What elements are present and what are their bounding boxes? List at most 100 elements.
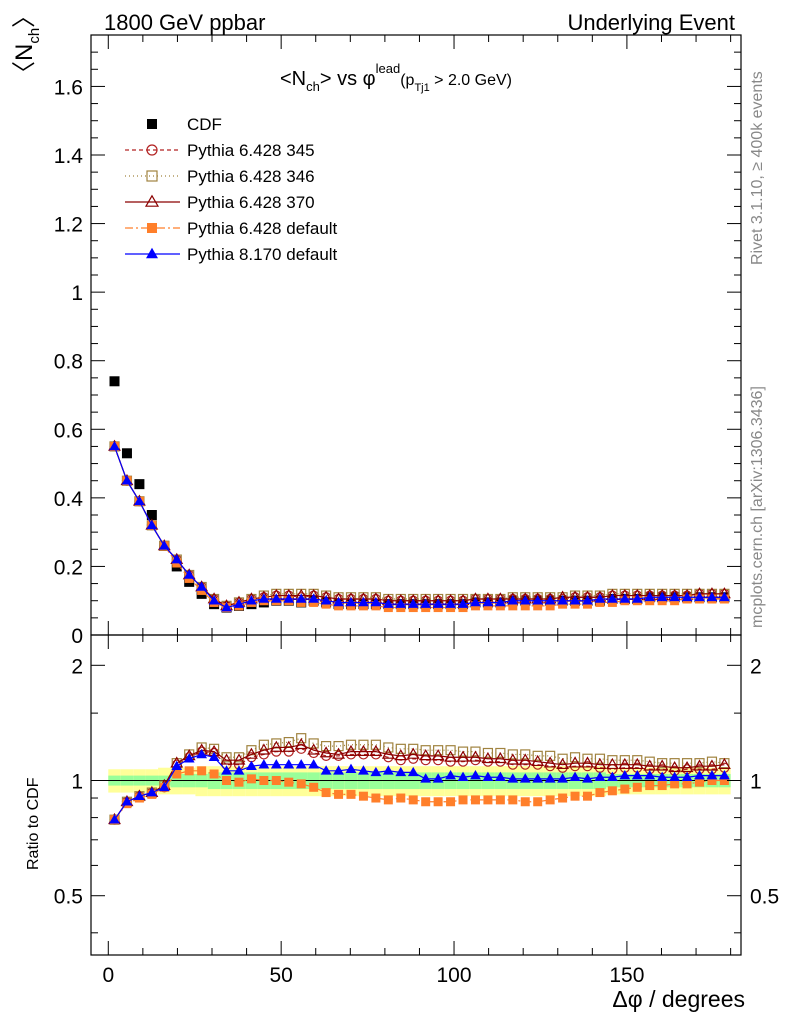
- ratio-point: [394, 749, 408, 761]
- data-point: [420, 598, 432, 608]
- title-paren-open: (p: [400, 72, 414, 89]
- data-point: [557, 595, 568, 605]
- ratio-point: [269, 740, 283, 752]
- data-point: [382, 598, 394, 608]
- ratio-point: [607, 786, 617, 796]
- data-point: [532, 595, 544, 605]
- ratio-tick-label-right: 2: [750, 655, 762, 678]
- data-point: [171, 553, 183, 564]
- ratio-point: [545, 795, 555, 805]
- ratio-point: [631, 770, 643, 780]
- ratio-point: [445, 770, 456, 780]
- ratio-point: [544, 773, 556, 783]
- ratio-point: [457, 746, 469, 757]
- svg-text:〈Nch〉: 〈Nch〉: [11, 4, 43, 85]
- ratio-point: [221, 765, 232, 775]
- legend-label: Pythia 6.428 346: [187, 167, 315, 186]
- ylabel-main-text: 〈N: [11, 44, 38, 85]
- ratio-tick-label-right: 1: [750, 771, 762, 794]
- title-mid-sup: lead: [376, 61, 401, 76]
- title-paren-rest: > 2.0 GeV): [430, 72, 512, 89]
- data-point: [146, 519, 158, 530]
- legend-entry: Pythia 6.428 default: [125, 219, 338, 238]
- ratio-point: [558, 793, 568, 803]
- ratio-point: [446, 797, 456, 807]
- y-tick-label: 1.6: [54, 76, 83, 99]
- data-point: [631, 593, 643, 603]
- ratio-point: [233, 752, 245, 763]
- title-mid: > vs φ: [320, 68, 376, 90]
- ratio-point: [283, 759, 295, 769]
- data-point: [619, 593, 631, 603]
- data-point: [545, 601, 555, 611]
- y-tick-label: 0.6: [54, 419, 83, 442]
- legend-label: Pythia 8.170 default: [187, 245, 338, 264]
- ratio-point: [643, 759, 657, 771]
- ratio-point: [246, 760, 257, 770]
- ratio-point: [532, 750, 543, 761]
- data-point: [258, 593, 270, 603]
- ratio-point: [234, 777, 244, 787]
- data-point: [121, 448, 132, 459]
- ratio-point: [258, 739, 269, 750]
- data-point: [445, 598, 456, 608]
- ratio-point: [533, 797, 543, 807]
- ratio-point: [569, 771, 581, 781]
- data-point: [121, 475, 133, 485]
- data-point: [582, 595, 593, 605]
- ratio-point: [568, 756, 582, 768]
- ratio-point: [456, 750, 470, 762]
- ylabel-main-sub: ch: [26, 28, 43, 44]
- ratio-point: [381, 747, 395, 759]
- data-point: [544, 595, 556, 605]
- ratio-point: [421, 797, 431, 807]
- ratio-point: [582, 791, 592, 801]
- ratio-tick-label: 0.5: [54, 886, 83, 909]
- legend-label: Pythia 6.428 default: [187, 219, 338, 238]
- legend-entry: Pythia 6.428 346: [125, 167, 315, 186]
- legend-entry: CDF: [147, 115, 222, 134]
- y-axis-label-ratio: Ratio to CDF: [25, 777, 42, 870]
- ratio-point: [222, 776, 232, 786]
- ratio-point: [183, 753, 195, 763]
- plot-title: <Nch> vs φlead(pTj1 > 2.0 GeV): [280, 61, 512, 94]
- data-point: [295, 593, 307, 603]
- y-tick-label: 1.2: [54, 214, 83, 237]
- ratio-point: [307, 743, 321, 755]
- ratio-point: [655, 759, 669, 771]
- ratio-point: [508, 795, 518, 805]
- ratio-point: [259, 776, 269, 786]
- ratio-point: [458, 795, 468, 805]
- title-paren-sub: Tj1: [414, 82, 429, 94]
- ratio-point: [657, 758, 668, 769]
- data-point: [270, 593, 282, 603]
- ratio-point: [358, 765, 369, 775]
- ratio-point: [383, 795, 393, 805]
- data-point: [533, 601, 543, 611]
- ratio-point: [693, 759, 706, 771]
- data-point: [395, 598, 407, 608]
- ratio-point: [595, 788, 605, 798]
- ratio-point: [469, 750, 482, 762]
- ratio-point: [158, 781, 170, 792]
- ratio-point: [632, 782, 642, 792]
- ratio-point: [332, 747, 345, 759]
- y-tick-label: 0.4: [54, 488, 84, 511]
- ratio-point: [346, 789, 356, 799]
- legend-marker: [147, 223, 157, 233]
- ratio-point: [532, 773, 544, 783]
- ratio-point: [706, 770, 718, 780]
- ratio-point: [406, 747, 420, 759]
- ratio-point: [395, 766, 407, 777]
- legend-label: CDF: [187, 115, 222, 134]
- ratio-point: [520, 749, 531, 760]
- ratio-point: [668, 760, 682, 773]
- ratio-point: [270, 759, 282, 769]
- title-main: <N: [280, 68, 306, 90]
- series-0: [109, 376, 730, 613]
- data-point: [594, 593, 606, 603]
- ratio-point: [507, 749, 518, 760]
- legend-label: Pythia 6.428 345: [187, 141, 315, 160]
- ratio-point: [620, 784, 630, 794]
